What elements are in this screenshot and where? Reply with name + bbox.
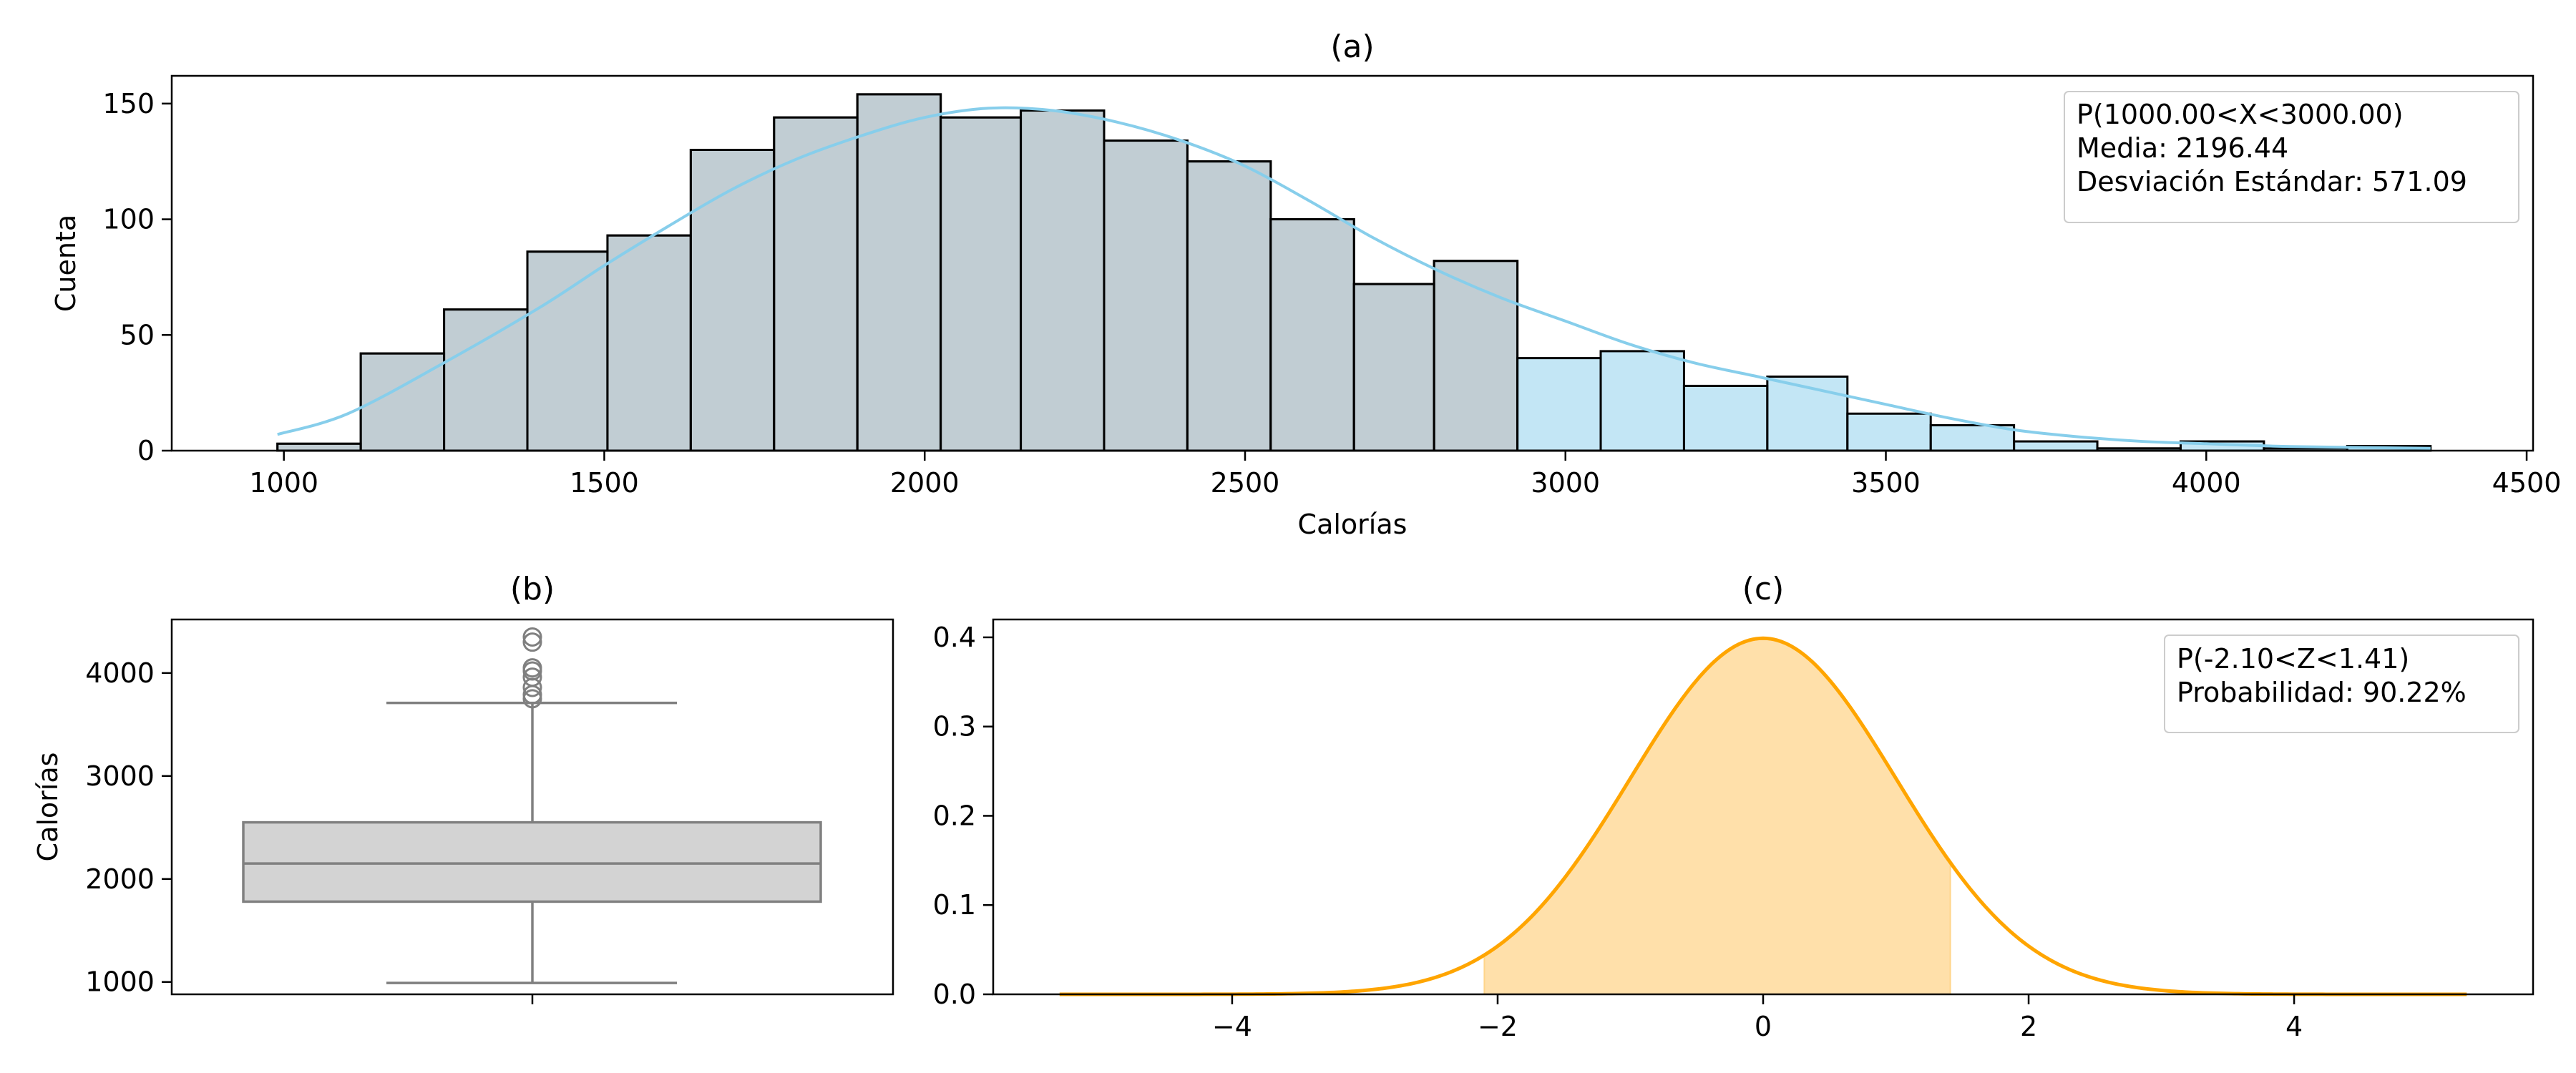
x-tick-label: 4 [2285, 1011, 2303, 1042]
histogram-bars [276, 93, 2432, 452]
outlier-point [522, 632, 542, 652]
histogram-bar [2013, 440, 2099, 452]
legend-line-std: Desviación Estándar: 571.09 [2077, 166, 2467, 197]
shaded-bar-overlay [940, 117, 1021, 451]
boxplot-panel: (b) 1000 2000 3000 4000 Calorías [32, 571, 894, 1004]
shaded-bar-overlay [1020, 110, 1104, 451]
x-tick-label: −2 [1478, 1011, 1518, 1042]
kde-curve [277, 106, 2431, 450]
shaded-bar-overlay [691, 150, 774, 451]
shaded-bar-overlay [607, 235, 691, 451]
y-tick-label: 0.4 [933, 622, 976, 653]
x-tick-label: 3000 [1531, 467, 1600, 499]
x-axis-ticks: −4 −2 0 2 4 [1212, 994, 2303, 1042]
y-tick-label: 1000 [85, 966, 155, 998]
legend-box: P(1000.00<X<3000.00) Media: 2196.44 Desv… [2064, 91, 2519, 223]
shaded-bar-overlay [444, 309, 528, 451]
normal-distribution-panel: (c) −4 −2 0 2 4 0.0 0.1 0.2 0.3 0.4 P(-2.10<Z<1.… [933, 571, 2534, 1042]
iqr-box [242, 820, 822, 903]
x-tick-label: 0 [1755, 1011, 1772, 1042]
shaded-bar-overlay [1270, 219, 1355, 451]
histogram-bar [1846, 412, 1932, 452]
x-tick-label: 1500 [570, 467, 639, 499]
boxplot [242, 627, 822, 984]
histogram-bar [1516, 357, 1602, 452]
y-axis-ticks: 0.0 0.1 0.2 0.3 0.4 [933, 622, 993, 1010]
shaded-bar-overlay [1434, 260, 1518, 451]
y-tick-label: 3000 [85, 760, 155, 792]
legend-box: P(-2.10<Z<1.41) Probabilidad: 90.22% [2164, 635, 2519, 733]
shaded-bar-overlay [527, 251, 608, 451]
y-tick-label: 0.1 [933, 889, 976, 921]
shaded-bar-overlay [277, 444, 361, 451]
y-tick-label: 150 [102, 88, 155, 119]
panel-a-title: (a) [1330, 29, 1374, 65]
y-tick-label: 0 [137, 435, 155, 466]
legend-line-mean: Media: 2196.44 [2077, 132, 2288, 164]
y-tick-label: 0.0 [933, 979, 976, 1010]
shaded-probability-area [1483, 637, 1951, 995]
outlier-point [522, 627, 542, 647]
y-tick-label: 4000 [85, 657, 155, 689]
shaded-bar-overlay [1103, 140, 1188, 451]
outlier-point [522, 658, 542, 678]
legend-line-probability: P(1000.00<X<3000.00) [2077, 99, 2404, 130]
y-tick-label: 2000 [85, 863, 155, 895]
y-axis-label: Calorías [32, 753, 64, 862]
histogram-panel: (a) 1000 1500 2000 2500 3000 3500 4000 4500 0 50… [50, 29, 2561, 540]
histogram-bar [1599, 350, 1685, 452]
shaded-bar-overlay [774, 117, 858, 451]
y-tick-label: 0.3 [933, 711, 976, 743]
legend-line-probability: Probabilidad: 90.22% [2177, 677, 2467, 708]
legend-line-interval: P(-2.10<Z<1.41) [2177, 643, 2409, 675]
x-axis-ticks: 1000 1500 2000 2500 3000 3500 4000 4500 [249, 451, 2561, 499]
x-tick-label: 4500 [2492, 467, 2562, 499]
panel-b-title: (b) [510, 571, 555, 607]
y-tick-label: 50 [120, 319, 155, 351]
x-tick-label: 1000 [249, 467, 318, 499]
shaded-bar-overlay [857, 94, 941, 451]
x-tick-label: −4 [1212, 1011, 1252, 1042]
x-tick-label: 2 [2020, 1011, 2037, 1042]
outlier-point [522, 667, 542, 687]
x-tick-label: 2000 [890, 467, 960, 499]
x-tick-label: 2500 [1211, 467, 1280, 499]
shaded-bar-overlay [1187, 161, 1271, 451]
x-tick-label: 3500 [1851, 467, 1921, 499]
legend-frame [2064, 91, 2519, 223]
y-axis-ticks: 0 50 100 150 [102, 88, 172, 466]
y-axis-label: Cuenta [50, 215, 82, 312]
x-tick-label: 4000 [2172, 467, 2241, 499]
x-axis-label: Calorías [1298, 509, 1407, 540]
y-axis-ticks: 1000 2000 3000 4000 [85, 657, 172, 998]
legend-frame [2164, 635, 2519, 733]
shaded-bar-overlay [1354, 284, 1435, 451]
y-tick-label: 100 [102, 204, 155, 235]
panel-c-title: (c) [1742, 571, 1785, 607]
histogram-bar [1682, 384, 1769, 452]
panel-a-frame [170, 74, 2534, 452]
y-tick-label: 0.2 [933, 800, 976, 831]
